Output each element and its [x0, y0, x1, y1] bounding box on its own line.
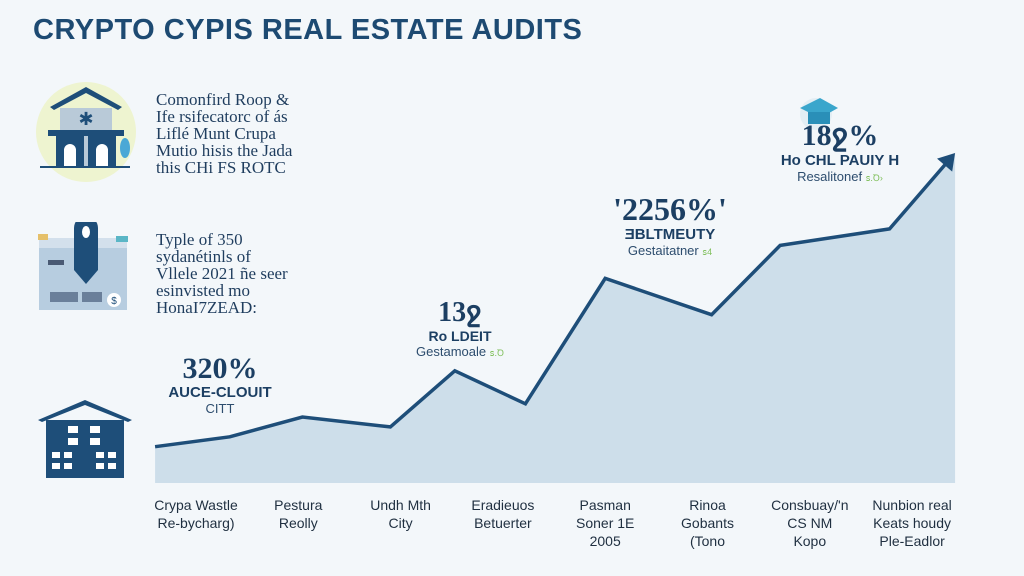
apartment-building-icon [38, 400, 132, 478]
category-label-line: Undh Mth [370, 497, 431, 513]
desc-line: Typle of 350 [156, 230, 243, 249]
page-title: CRYPTO CYPIS REAL ESTATE AUDITS [33, 14, 583, 46]
svg-text:$: $ [111, 296, 117, 307]
x-axis-category-label: Rinoa Gobants (Tono [653, 496, 763, 550]
callout-tag: ꜱ.Ꝺ› [865, 173, 883, 183]
x-axis-category-label: Pasman Soner 1E 2005 [550, 496, 660, 550]
svg-text:✱: ✱ [78, 109, 93, 129]
desc-line: Comonfird Roop & [156, 90, 290, 109]
callout-label: AUCE-CLOUIT [168, 384, 272, 401]
callout-label: Ho CHL PAUIY H [780, 152, 900, 169]
location-pin-document-icon: $ [38, 222, 128, 310]
category-label-line: Betuerter [474, 515, 532, 531]
callout-sublabel-text: Gestaitatner [627, 243, 699, 258]
callout-value: 13ջ [438, 297, 482, 328]
callout-sublabel: Gestamoale ꜱ.Ꝺ [400, 344, 520, 359]
desc-line: HonaI7ZEAD: [156, 298, 258, 317]
callout-value: '2256%' [613, 191, 727, 227]
desc-line: Ife rsifecatorc of ás [156, 107, 288, 126]
category-label-line: Consbuay/'n [771, 497, 849, 513]
category-label-line: Reolly [278, 515, 318, 531]
callout-tag: ꜱ4 [702, 247, 713, 257]
callout-sublabel: Gestaitatner ꜱ4 [600, 243, 740, 258]
category-label-line: Rinoa [689, 497, 726, 513]
callout-label: Ro LDEIT [428, 328, 492, 344]
chart-area-fill [155, 153, 956, 483]
trend-arrow-head [937, 153, 956, 172]
desc-line: Mutio hisis the Jada [156, 141, 293, 160]
x-axis-category-label: Consbuay/'n CS NM Kopo [755, 496, 865, 550]
category-label-line: CS NM [787, 515, 833, 531]
category-label-line: 2005 [589, 533, 621, 549]
x-axis-category-label: Crypa Wastle Re-bycharg) [141, 496, 251, 532]
category-label-line: Eradieuos [471, 497, 535, 513]
category-label-line: Ple-Eadlor [879, 533, 945, 549]
callout-tag: ꜱ.Ꝺ [489, 348, 504, 358]
desc-line: Liflé Munt Crupa [156, 124, 276, 143]
callout-1: 320% AUCE-CLOUIT CITT [150, 352, 290, 417]
callout-value: 320% [182, 352, 258, 385]
callout-sublabel-text: Resalitonef [797, 169, 863, 184]
desc-line: this CHi FS ROTC [156, 158, 286, 177]
x-axis-category-label: Undh Mth City [346, 496, 456, 532]
desc-line: sydanétinls of [156, 247, 251, 266]
category-label-line: Soner 1E [576, 515, 635, 531]
category-label-line: Kopo [793, 533, 827, 549]
description-block-1: Comonfird Roop & Ife rsifecatorc of ás L… [156, 91, 292, 176]
callout-4: 18ջ% Ho CHL PAUIY H Resalitonef ꜱ.Ꝺ› [770, 119, 910, 185]
category-label-line: (Tono [689, 533, 726, 549]
callout-label: ƎBLTMEUTY [624, 226, 716, 243]
category-label-line: Pasman [579, 497, 631, 513]
callout-sublabel: Resalitonef ꜱ.Ꝺ› [770, 169, 910, 184]
category-label-line: Gobants [681, 515, 734, 531]
category-label-line: Keats houdy [873, 515, 952, 531]
callout-sublabel: CITT [205, 401, 235, 416]
category-label-line: City [388, 515, 413, 531]
x-axis-category-label: Eradieuos Betuerter [448, 496, 558, 532]
category-label-line: Crypa Wastle [154, 497, 238, 513]
hospital-building-icon: ✱ [36, 82, 136, 182]
category-label-line: Pestura [274, 497, 323, 513]
x-axis-category-label: Nunbion real Keats houdy Ple-Eadlor [857, 496, 967, 550]
x-axis-category-label: Pestura Reolly [243, 496, 353, 532]
description-block-2: Typle of 350 sydanétinls of Vllele 2021 … [156, 231, 288, 316]
category-label-line: Nunbion real [872, 497, 952, 513]
callout-value: 18ջ% [801, 119, 879, 152]
callout-2: 13ջ Ro LDEIT Gestamoale ꜱ.Ꝺ [400, 297, 520, 360]
desc-line: esinvisted mo [156, 281, 250, 300]
callout-sublabel-text: Gestamoale [416, 344, 487, 359]
graduation-cap-icon [800, 98, 838, 130]
callout-3: '2256%' ƎBLTMEUTY Gestaitatner ꜱ4 [600, 192, 740, 258]
desc-line: Vllele 2021 ñe seer [156, 264, 288, 283]
category-label-line: Re-bycharg) [157, 515, 235, 531]
